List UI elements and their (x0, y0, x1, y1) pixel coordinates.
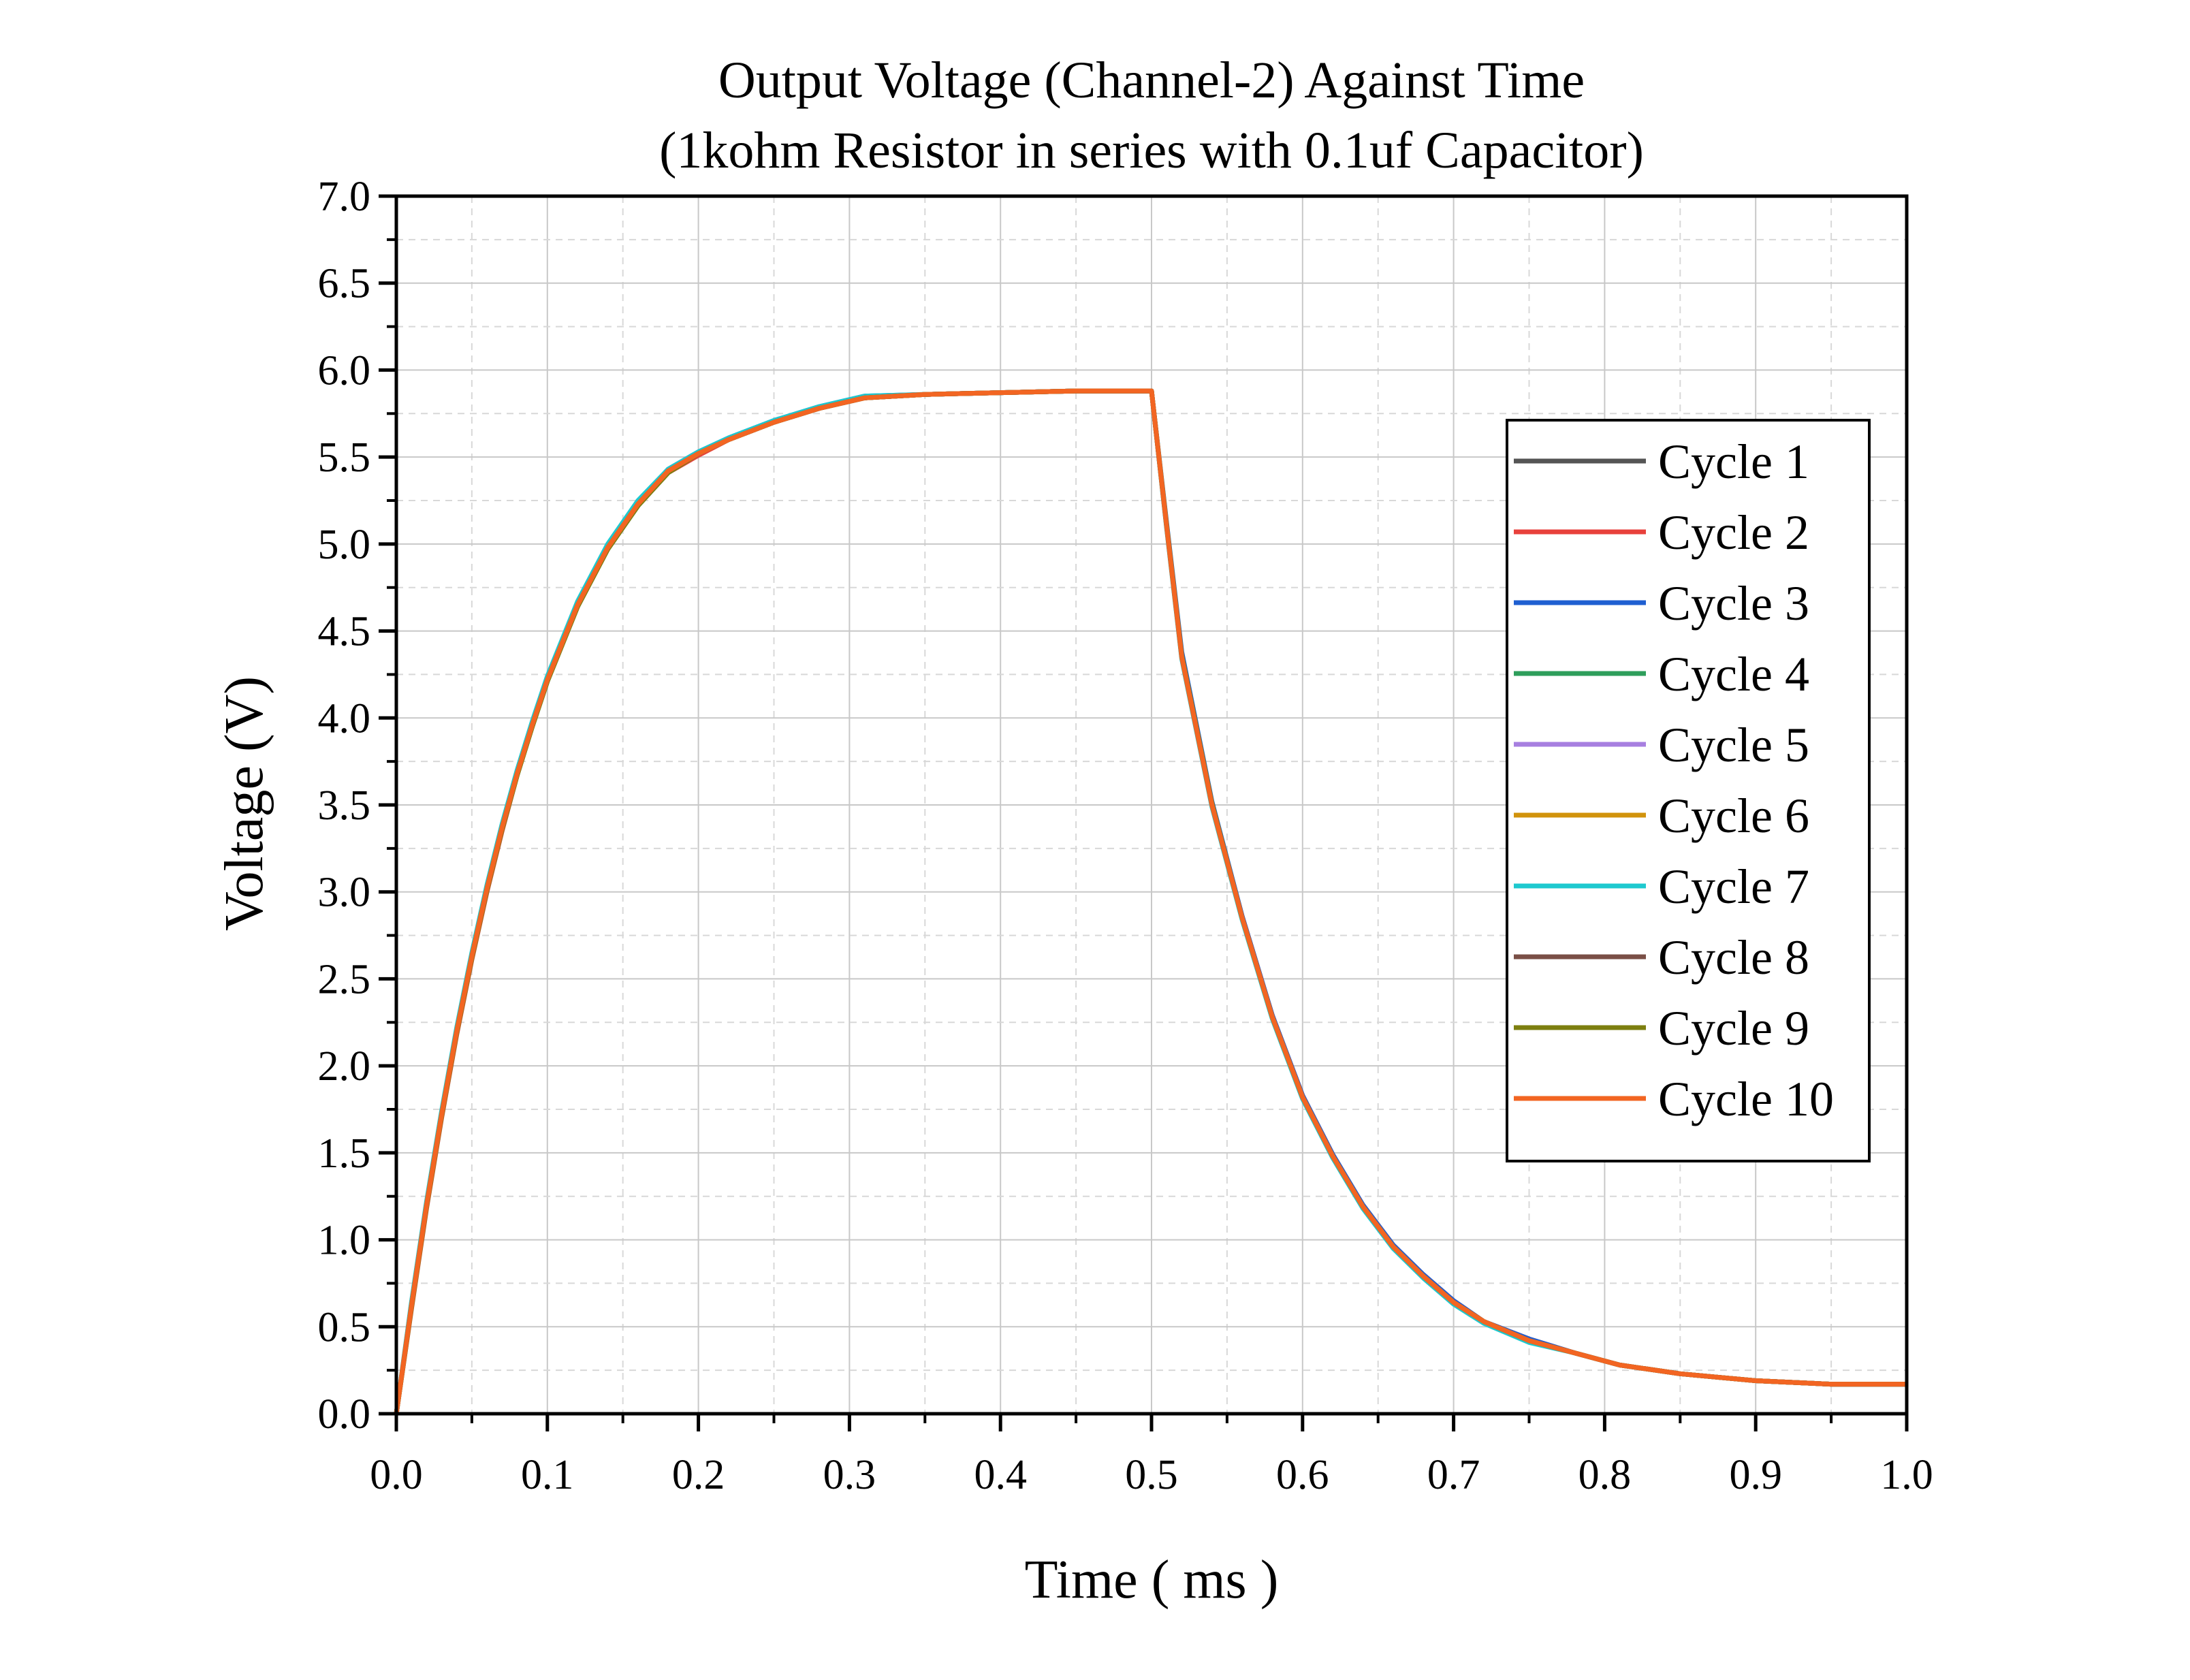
legend-label-cycle-4: Cycle 4 (1658, 647, 1809, 701)
y-tick-label: 3.0 (318, 870, 371, 916)
legend-label-cycle-3: Cycle 3 (1658, 576, 1809, 631)
x-tick-label: 0.0 (370, 1452, 423, 1498)
x-tick-label: 0.7 (1427, 1452, 1480, 1498)
y-tick-label: 3.5 (318, 782, 371, 829)
legend: Cycle 1 Cycle 2 Cycle 3 Cycle 4 Cycle 5 Cycle… (1506, 419, 1871, 1162)
legend-label-cycle-7: Cycle 7 (1658, 859, 1809, 914)
x-tick-label: 0.6 (1276, 1452, 1329, 1498)
x-tick-label: 0.5 (1125, 1452, 1178, 1498)
y-axis-label: Voltage (V) (215, 676, 274, 931)
y-tick-label: 7.0 (318, 174, 371, 220)
y-tick-label: 4.5 (318, 609, 371, 655)
chart-title: Output Voltage (Channel-2) Against Time (718, 52, 1585, 109)
y-tick-label: 0.0 (318, 1391, 371, 1438)
x-tick-label: 0.8 (1578, 1452, 1632, 1498)
x-axis-label: Time ( ms ) (1025, 1550, 1279, 1610)
plot-series (394, 388, 1907, 1414)
legend-box (1506, 419, 1871, 1162)
x-tick-label: 0.9 (1729, 1452, 1782, 1498)
legend-label-cycle-1: Cycle 1 (1658, 434, 1809, 489)
x-tick-label: 0.4 (974, 1452, 1027, 1498)
legend-label-cycle-10: Cycle 10 (1658, 1072, 1834, 1126)
y-tick-label: 6.5 (318, 261, 371, 307)
y-tick-label: 5.0 (318, 522, 371, 568)
chart-subtitle: (1kohm Resistor in series with 0.1uf Cap… (659, 122, 1644, 179)
y-tick-label: 4.0 (318, 695, 371, 742)
y-tick-label: 1.0 (318, 1218, 371, 1264)
y-tick-label: 6.0 (318, 347, 371, 394)
y-tick-label: 0.5 (318, 1304, 371, 1350)
y-tick-label: 2.0 (318, 1043, 371, 1090)
legend-label-cycle-8: Cycle 8 (1658, 930, 1809, 985)
axis-ticks: 0.0 0.1 0.2 0.3 0.4 0.5 0.6 0.7 0.8 0.9 1.0 0.0 0.5 1… (318, 174, 1933, 1498)
x-tick-label: 0.2 (672, 1452, 725, 1498)
x-tick-label: 0.1 (521, 1452, 574, 1498)
x-tick-label: 1.0 (1880, 1452, 1933, 1498)
legend-label-cycle-2: Cycle 2 (1658, 505, 1809, 560)
x-tick-label: 0.3 (823, 1452, 876, 1498)
y-tick-label: 5.5 (318, 434, 371, 481)
y-tick-label: 1.5 (318, 1130, 371, 1177)
legend-label-cycle-6: Cycle 6 (1658, 789, 1809, 843)
series-line-cycle-10 (394, 388, 1907, 1414)
y-tick-label: 2.5 (318, 956, 371, 1002)
legend-label-cycle-5: Cycle 5 (1658, 718, 1809, 772)
legend-label-cycle-9: Cycle 9 (1658, 1001, 1809, 1056)
